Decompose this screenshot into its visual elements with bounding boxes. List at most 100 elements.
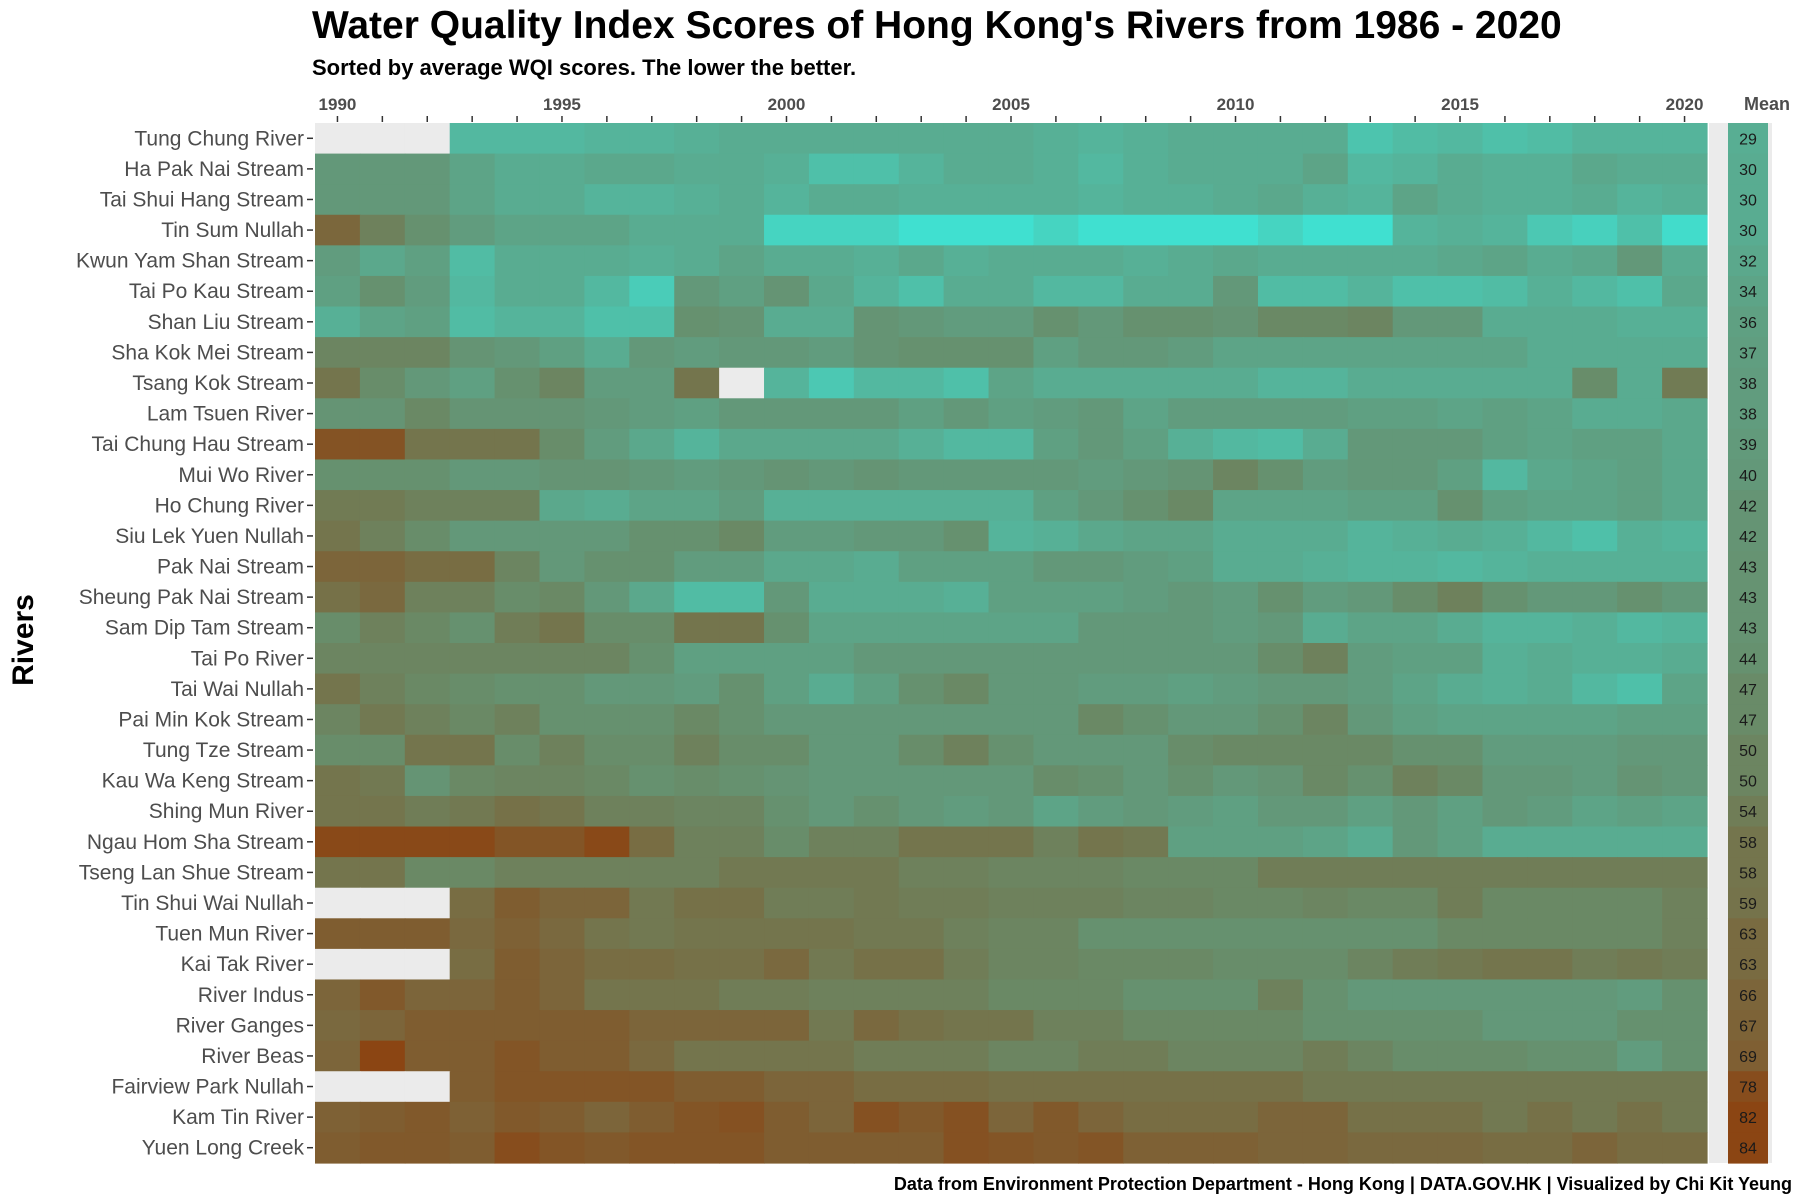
heatmap-cell	[1437, 306, 1484, 338]
heatmap-cell	[764, 1010, 810, 1042]
mean-value-label: 58	[1739, 865, 1757, 882]
heatmap-cell	[1078, 1040, 1124, 1072]
heatmap-cell	[1662, 1040, 1708, 1072]
heatmap-cell	[1123, 612, 1169, 644]
heatmap-cell	[1617, 612, 1663, 644]
heatmap-cell	[1123, 306, 1169, 338]
mean-value-label: 42	[1739, 529, 1757, 546]
heatmap-cell	[1392, 826, 1439, 858]
heatmap-cell	[1482, 734, 1528, 766]
heatmap-cell	[1123, 459, 1169, 491]
heatmap-cell	[1482, 581, 1528, 614]
heatmap-cell	[629, 1101, 675, 1134]
heatmap-cell	[674, 459, 720, 491]
heatmap-cell	[629, 520, 675, 552]
heatmap-cell	[988, 704, 1035, 736]
heatmap-cell	[494, 428, 541, 461]
heatmap-cell	[1257, 428, 1304, 461]
heatmap-cell	[1033, 337, 1079, 369]
heatmap-cell	[1392, 245, 1439, 277]
heatmap-cell	[404, 367, 451, 399]
y-tick-label: Tai Po River	[191, 647, 304, 670]
heatmap-cell	[719, 887, 765, 919]
heatmap-cell	[898, 643, 945, 675]
mean-cell	[1728, 581, 1768, 614]
heatmap-cell	[584, 153, 630, 185]
heatmap-cell	[1482, 1010, 1528, 1042]
heatmap-cell	[449, 643, 496, 675]
heatmap-cell	[719, 490, 765, 522]
heatmap-cell	[404, 857, 451, 889]
heatmap-cell	[1033, 704, 1079, 736]
heatmap-cell	[1168, 857, 1214, 889]
heatmap-cell	[404, 581, 451, 614]
heatmap-cell	[1347, 673, 1394, 705]
heatmap-cell	[1302, 367, 1349, 399]
heatmap-cell	[764, 214, 810, 246]
heatmap-cell	[1662, 948, 1708, 981]
heatmap-cell	[988, 306, 1035, 338]
heatmap-cell	[764, 123, 810, 155]
mean-value-label: 58	[1739, 835, 1757, 852]
heatmap-cell	[629, 275, 675, 308]
heatmap-cell	[853, 795, 900, 828]
heatmap-cell	[1617, 459, 1663, 491]
heatmap-cell	[719, 275, 765, 308]
heatmap-cell	[764, 887, 810, 919]
heatmap-cell	[1662, 490, 1708, 522]
mean-value-label: 30	[1739, 223, 1757, 240]
heatmap-cell	[1168, 826, 1214, 858]
heatmap-cell	[943, 673, 990, 705]
heatmap-cell	[674, 367, 720, 399]
heatmap-cell	[1527, 643, 1573, 675]
heatmap-cell	[629, 887, 675, 919]
heatmap-cell	[1437, 1010, 1484, 1042]
heatmap-cell	[315, 245, 361, 277]
heatmap-cell	[1662, 673, 1708, 705]
heatmap-cell	[1123, 673, 1169, 705]
heatmap-cell	[808, 490, 855, 522]
mean-value-label: 36	[1739, 315, 1757, 332]
heatmap-cell	[1392, 918, 1439, 950]
heatmap-cell	[1662, 428, 1708, 461]
heatmap-cell	[988, 398, 1035, 430]
y-tick-label: Sam Dip Tam Stream	[105, 617, 304, 640]
mean-value-label: 44	[1739, 651, 1757, 668]
heatmap-cell	[1347, 398, 1394, 430]
heatmap-cell	[404, 948, 451, 981]
heatmap-cell	[1662, 214, 1708, 246]
heatmap-cell	[719, 948, 765, 981]
heatmap-cell	[1257, 826, 1304, 858]
heatmap-cell	[943, 184, 990, 216]
heatmap-cell	[719, 123, 765, 155]
heatmap-cell	[1392, 643, 1439, 675]
heatmap-cell	[808, 704, 855, 736]
heatmap-cell	[315, 826, 361, 858]
heatmap-cell	[629, 1010, 675, 1042]
heatmap-cell	[404, 184, 451, 216]
y-tick-label: River Indus	[198, 984, 304, 1007]
heatmap-cell	[359, 704, 406, 736]
heatmap-cell	[1572, 214, 1618, 246]
heatmap-cell	[1033, 214, 1079, 246]
heatmap-cell	[1662, 704, 1708, 736]
heatmap-cell	[764, 1040, 810, 1072]
heatmap-cell	[853, 612, 900, 644]
heatmap-cell	[1213, 887, 1259, 919]
heatmap-cell	[404, 1040, 451, 1072]
y-tick-label: Tung Tze Stream	[143, 739, 304, 762]
heatmap-cell	[853, 245, 900, 277]
heatmap-cell	[988, 643, 1035, 675]
heatmap-cell	[1662, 1101, 1708, 1134]
heatmap-cell	[674, 1040, 720, 1072]
heatmap-cell	[629, 918, 675, 950]
heatmap-cell	[1572, 581, 1618, 614]
heatmap-cell	[584, 459, 630, 491]
heatmap-cell	[359, 1071, 406, 1103]
heatmap-cell	[1527, 887, 1573, 919]
heatmap-cell	[315, 918, 361, 950]
heatmap-cell	[1347, 948, 1394, 981]
heatmap-cell	[1437, 398, 1484, 430]
heatmap-cell	[808, 673, 855, 705]
heatmap-cell	[1033, 887, 1079, 919]
